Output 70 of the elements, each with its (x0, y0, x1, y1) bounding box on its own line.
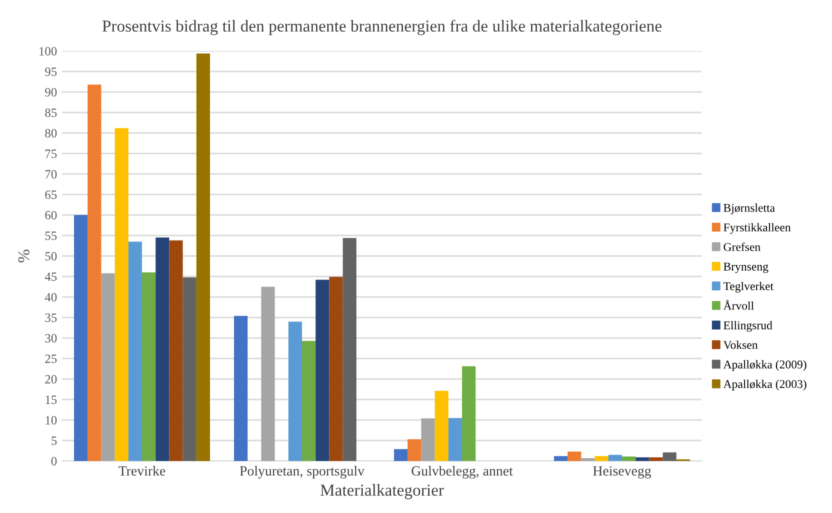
bar (394, 449, 408, 461)
legend-label: Voksen (723, 340, 758, 349)
bar (448, 418, 462, 461)
y-tick-label: 65 (45, 190, 57, 199)
y-tick-label: 85 (45, 108, 57, 117)
legend-label: Apalløkka (2003) (723, 380, 806, 390)
y-tick-label: 5 (52, 436, 57, 445)
y-tick-label: 20 (45, 375, 57, 384)
bar (182, 277, 196, 461)
y-tick-label: 70 (45, 170, 57, 178)
legend-label: Brynseng (724, 262, 768, 274)
bar (636, 457, 650, 461)
x-tick-label: Heisevegg (593, 466, 652, 478)
y-tick-label: 80 (45, 129, 57, 138)
y-tick-label: 30 (45, 334, 57, 342)
y-tick-label: 50 (45, 252, 57, 260)
y-tick-label: 45 (44, 272, 57, 281)
bar (142, 272, 156, 461)
x-tick-label: Trevirke (118, 466, 166, 476)
bar (74, 215, 88, 461)
y-tick-label: 35 (45, 314, 57, 322)
y-tick-label: 40 (44, 293, 57, 302)
bar (261, 286, 275, 461)
bar (156, 238, 170, 461)
bar (196, 53, 210, 461)
y-tick-label: 0 (51, 457, 57, 466)
x-tick-label: Polyuretan, sportsgulv (240, 466, 364, 478)
bar (408, 439, 422, 461)
bar (114, 128, 128, 461)
y-tick-label: 60 (45, 211, 57, 220)
bar (662, 452, 676, 461)
bar (234, 316, 248, 461)
y-tick-label: 75 (45, 150, 57, 158)
bar (302, 340, 316, 461)
bar (462, 366, 476, 461)
y-tick-label: 10 (46, 416, 57, 424)
y-axis-title: % (18, 250, 30, 262)
y-tick-label: 25 (45, 354, 57, 363)
legend-label: Apalløkka (2009) (723, 360, 806, 371)
y-tick-label: 100 (39, 47, 57, 56)
bar (128, 242, 142, 461)
bar (608, 454, 622, 461)
bar (88, 84, 102, 461)
bar (316, 280, 330, 461)
bar (288, 322, 302, 461)
legend-label: Fyrstikkalleen (724, 223, 791, 234)
bar (434, 390, 448, 461)
legend-label: Årvoll (723, 300, 754, 310)
bar (342, 238, 356, 461)
y-tick-label: 90 (45, 88, 57, 96)
legend-label: Teglverket (723, 282, 774, 293)
bar (169, 240, 183, 461)
bar (581, 458, 595, 461)
bar (554, 456, 568, 461)
bar (421, 418, 435, 461)
legend-label: Ellingsrud (724, 321, 772, 332)
y-tick-label: 55 (45, 232, 57, 240)
legend-label: Grefsen (724, 242, 760, 252)
legend-label: Bjørnsletta (724, 204, 775, 214)
bar (622, 456, 636, 461)
x-tick-label: Gulvbelegg, annet (412, 466, 513, 478)
bar (568, 452, 582, 461)
bar (329, 276, 343, 461)
chart-title: Prosentvis bidrag til den permanente brannenergien fra de ulike materialkategoriene (102, 20, 662, 36)
y-tick-label: 15 (46, 396, 57, 404)
bar (101, 273, 115, 461)
bar (594, 456, 608, 461)
y-tick-label: 95 (45, 68, 57, 76)
bar (649, 457, 663, 461)
x-axis-title: Materialkategorier (320, 484, 444, 500)
